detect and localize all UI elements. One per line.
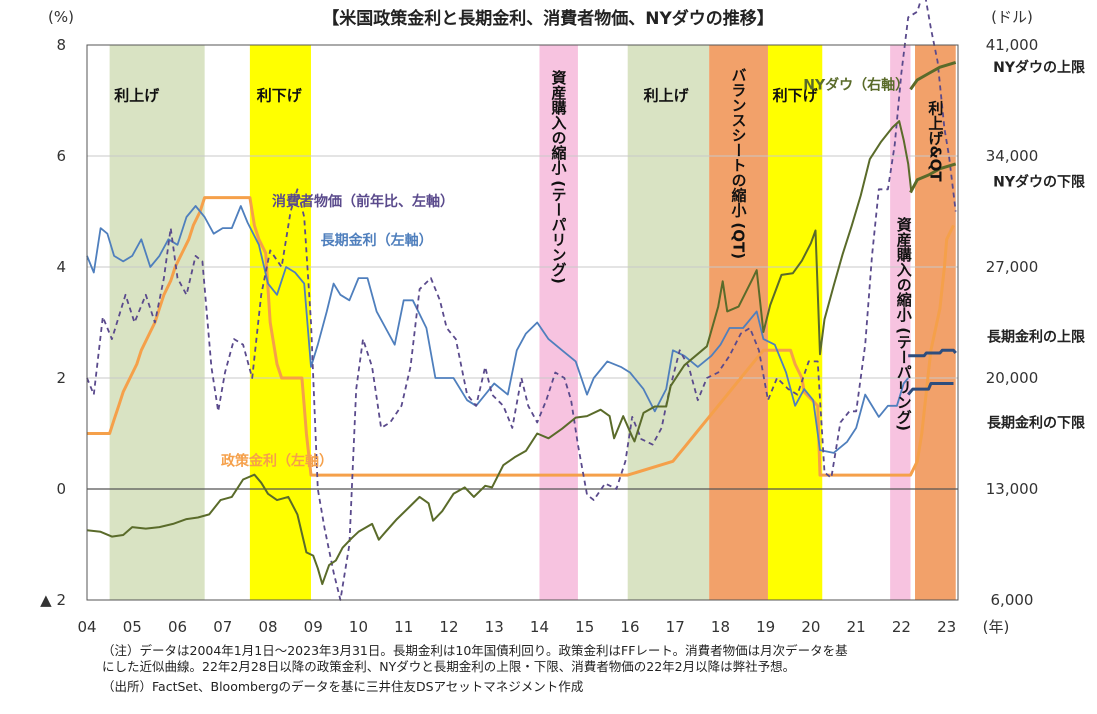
series-label: 政策金利（左軸） — [221, 453, 333, 470]
x-tick-label: 14 — [530, 618, 549, 636]
period-label: バランスシートの縮小 (QT) — [730, 67, 748, 259]
series-line-5 — [86, 120, 913, 586]
x-tick-label: 19 — [756, 618, 775, 636]
shaded-period-5 — [767, 45, 823, 600]
x-tick-label: 07 — [213, 618, 232, 636]
x-tick-label: 09 — [304, 618, 323, 636]
shaded-period-0 — [109, 45, 205, 600]
chart-title: 【米国政策金利と長期金利、消費者物価、NYダウの推移】 — [322, 8, 774, 29]
period-label: 利上げ — [114, 87, 160, 105]
left-tick-label: 8 — [56, 36, 66, 54]
left-tick-label: 0 — [56, 480, 66, 498]
x-tick-label: 22 — [892, 618, 911, 636]
x-tick-label: 18 — [711, 618, 730, 636]
period-label: 資産購入の縮小 (テーパリング) — [895, 216, 913, 431]
x-tick-label: 10 — [349, 618, 368, 636]
series-label: NYダウ（右軸） — [803, 76, 909, 93]
series-label: 消費者物価（前年比、左軸） — [272, 193, 454, 210]
shaded-periods — [109, 45, 956, 600]
plot-frame — [86, 44, 959, 601]
right-series-label: NYダウの上限 — [993, 59, 1085, 76]
x-tick-label: 13 — [485, 618, 504, 636]
shaded-period-4 — [709, 45, 768, 600]
period-label: 利上げ&QT — [926, 100, 944, 183]
right-tick-label: 6,000 — [991, 591, 1034, 609]
series-line-6 — [909, 60, 957, 91]
right-axis-unit: (ドル) — [991, 8, 1033, 26]
x-tick-label: 20 — [801, 618, 820, 636]
x-tick-label: 04 — [77, 618, 96, 636]
x-tick-label: 23 — [937, 618, 956, 636]
right-tick-label: 13,000 — [986, 480, 1039, 498]
x-tick-label: 06 — [168, 618, 187, 636]
shaded-period-3 — [627, 45, 710, 600]
right-tick-label: 20,000 — [986, 369, 1039, 387]
x-tick-label: 12 — [439, 618, 458, 636]
x-tick-label: 08 — [258, 618, 277, 636]
period-label: 利下げ — [773, 87, 819, 105]
series-line-7 — [909, 162, 957, 194]
series-line-4 — [86, 0, 957, 601]
period-label: 利下げ — [257, 87, 303, 105]
right-tick-label: 41,000 — [986, 36, 1039, 54]
shaded-period-6 — [890, 45, 911, 600]
series-line-1 — [86, 205, 909, 454]
x-tick-label: 16 — [620, 618, 639, 636]
series-line-0 — [87, 196, 955, 477]
right-tick-label: 27,000 — [986, 258, 1039, 276]
left-tick-label: 6 — [56, 147, 66, 165]
left-tick-label: 4 — [56, 258, 66, 276]
x-tick-label: 05 — [123, 618, 142, 636]
note-line-1: （注）データは2004年1月1日～2023年3月31日。長期金利は10年国債利回… — [102, 643, 848, 658]
shaded-period-1 — [249, 45, 311, 600]
series-label: 長期金利（左軸） — [321, 232, 433, 249]
x-tick-label: 17 — [666, 618, 685, 636]
note-line-2: にした近似曲線。22年2月28日以降の政策金利、NYダウと長期金利の上限・下限、… — [102, 659, 796, 674]
note-line-3: （出所）FactSet、Bloombergのデータを基に三井住友DSアセットマネ… — [102, 679, 584, 694]
period-label: 資産購入の縮小 (テーパリング) — [549, 69, 567, 284]
left-tick-label: ▲ 2 — [40, 591, 66, 609]
x-axis-unit: (年) — [983, 618, 1010, 636]
x-tick-label: 15 — [575, 618, 594, 636]
annotations: 利上げ 利下げ 資産購入の縮小 (テーパリング) 利上げ バランスシートの縮小 (QT)… — [114, 59, 1085, 469]
series-lines — [86, 0, 957, 601]
period-label: 利上げ — [644, 87, 690, 105]
right-series-label: 長期金利の上限 — [987, 328, 1085, 345]
right-tick-label: 34,000 — [986, 147, 1039, 165]
x-tick-label: 11 — [394, 618, 413, 636]
series-line-3 — [907, 382, 954, 396]
right-series-label: 長期金利の下限 — [987, 414, 1085, 431]
x-tick-label: 21 — [847, 618, 866, 636]
left-tick-label: 2 — [56, 369, 66, 387]
left-axis-unit: (%) — [48, 8, 74, 26]
shaded-period-2 — [539, 45, 578, 600]
right-series-label: NYダウの下限 — [993, 173, 1085, 190]
gridlines — [87, 44, 958, 601]
series-line-2 — [908, 348, 957, 358]
